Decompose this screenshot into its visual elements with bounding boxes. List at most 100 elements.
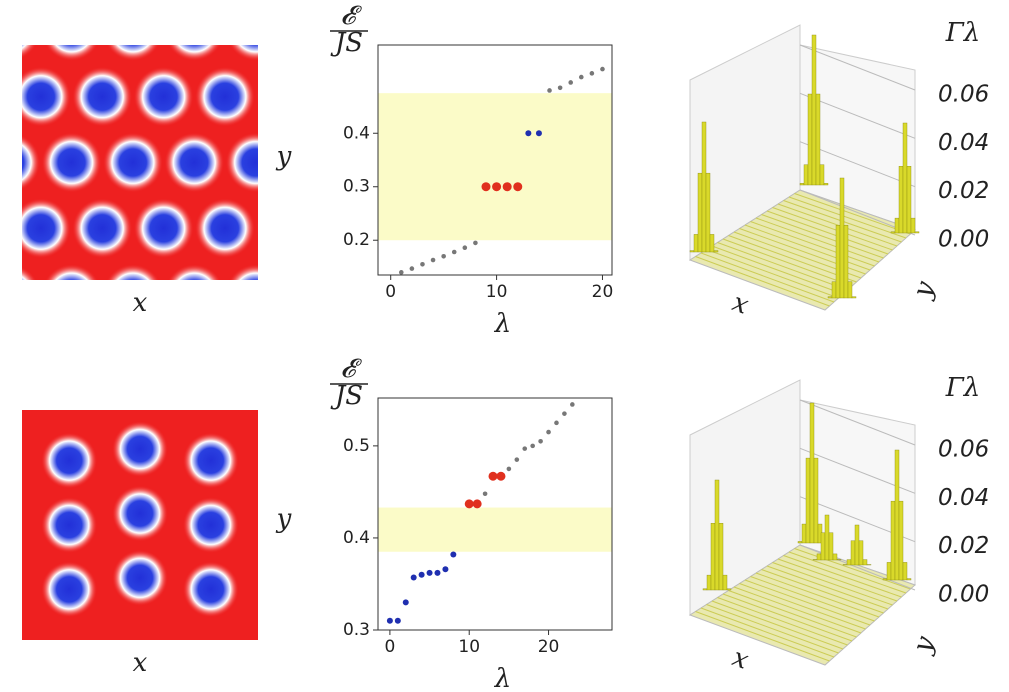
point <box>570 402 575 407</box>
peak-bar <box>710 523 716 591</box>
point <box>386 617 393 624</box>
z-tick-label: 0.00 <box>938 582 989 608</box>
peak-bar <box>890 500 896 581</box>
skyrmion <box>133 198 194 259</box>
skyrmion <box>167 45 221 61</box>
skyrmion <box>194 198 255 259</box>
x-axis-label: λ <box>494 309 511 339</box>
floor-bar-row <box>750 576 875 622</box>
peak-bar <box>902 122 908 234</box>
peak-bar <box>906 578 912 581</box>
y-tick-label: 0.3 <box>343 620 370 640</box>
skyrmion <box>287 264 347 324</box>
x-tick-label: 20 <box>592 282 614 302</box>
band <box>378 507 612 552</box>
x-axis-label: λ <box>494 664 511 692</box>
floor-bar-row <box>750 221 875 267</box>
point <box>502 182 512 192</box>
point <box>525 130 532 137</box>
floor-bar-row <box>728 590 857 638</box>
point <box>546 429 551 435</box>
peak-bar <box>894 217 900 234</box>
peak-bar <box>832 553 838 561</box>
z-tick-label: 0.06 <box>938 437 989 463</box>
floor-bar-row <box>761 214 884 259</box>
floor-bar-row <box>772 562 893 606</box>
skyrmion <box>72 66 133 127</box>
peak-bar <box>809 402 815 544</box>
peak-bar <box>693 234 699 253</box>
y-axis-label: y <box>907 277 941 302</box>
skyrmion <box>112 485 168 542</box>
floor-bar-row <box>717 242 848 291</box>
skyrmion <box>225 132 258 193</box>
skyrmion <box>45 45 99 61</box>
z-axis-label: Γλ <box>945 373 981 403</box>
skyrmion <box>22 134 41 191</box>
floor-bar-row <box>695 256 830 307</box>
y-axis-label-top: 𝓔 <box>341 1 363 31</box>
z-axis-label: Γλ <box>945 18 981 48</box>
floor-bar-row <box>761 569 884 614</box>
floor-bar-row <box>717 597 848 646</box>
peak-bar <box>914 231 920 234</box>
x-axis-label: x <box>728 642 752 675</box>
floor-bar-row <box>744 579 871 626</box>
x-axis-label: x <box>133 288 148 318</box>
floor-bar-row <box>755 217 880 263</box>
point <box>462 245 468 251</box>
peak-bar <box>862 559 868 566</box>
point <box>442 566 449 573</box>
point <box>557 85 563 91</box>
floor-bar-row <box>766 210 889 255</box>
skyrmion <box>256 86 258 107</box>
skyrmion <box>106 264 160 280</box>
peak-bar <box>701 121 707 253</box>
skyrmion <box>22 266 37 280</box>
point <box>600 66 605 72</box>
y-tick-label: 0.4 <box>343 528 370 548</box>
peak-bar <box>846 559 852 566</box>
y-axis-label: y <box>907 632 941 657</box>
z-tick-label: 0.02 <box>938 178 989 204</box>
point <box>398 270 404 275</box>
skyrmion <box>194 66 255 127</box>
skyrmion <box>22 45 37 59</box>
point <box>441 253 446 259</box>
grid-line <box>799 44 916 91</box>
skyrmions <box>41 421 239 618</box>
skyrmion <box>102 132 163 193</box>
peak-bar <box>898 500 904 581</box>
floor-bar-row <box>788 196 907 239</box>
floor-bar-row <box>739 583 866 630</box>
point <box>481 182 491 192</box>
y-tick-label: 0.3 <box>343 177 370 197</box>
y-tick-label: 0.2 <box>343 230 370 250</box>
skyrmion <box>72 198 133 259</box>
skyrmion <box>41 497 98 553</box>
z-tick-label: 0.00 <box>938 227 989 253</box>
point <box>472 499 482 509</box>
point <box>589 71 595 76</box>
peak-bar <box>797 541 803 544</box>
grid-line <box>799 544 916 591</box>
peak-bar <box>713 250 719 253</box>
point <box>450 551 457 558</box>
floor-bar-row <box>783 555 902 598</box>
peak-bar <box>718 523 724 591</box>
peak-bar <box>807 93 813 186</box>
point <box>506 466 512 472</box>
y-tick-label: 0.4 <box>343 123 370 143</box>
peak-bar <box>803 164 809 186</box>
peak-bar <box>828 532 834 561</box>
point <box>568 80 574 85</box>
z-tick-label: 0.04 <box>938 130 989 156</box>
point <box>538 438 543 444</box>
floor-bar-row <box>755 572 880 618</box>
point <box>434 569 441 576</box>
point <box>482 491 488 497</box>
peak-bar <box>689 250 695 253</box>
peak-bar <box>706 574 712 591</box>
peak-bar <box>831 281 837 299</box>
point <box>578 74 584 80</box>
